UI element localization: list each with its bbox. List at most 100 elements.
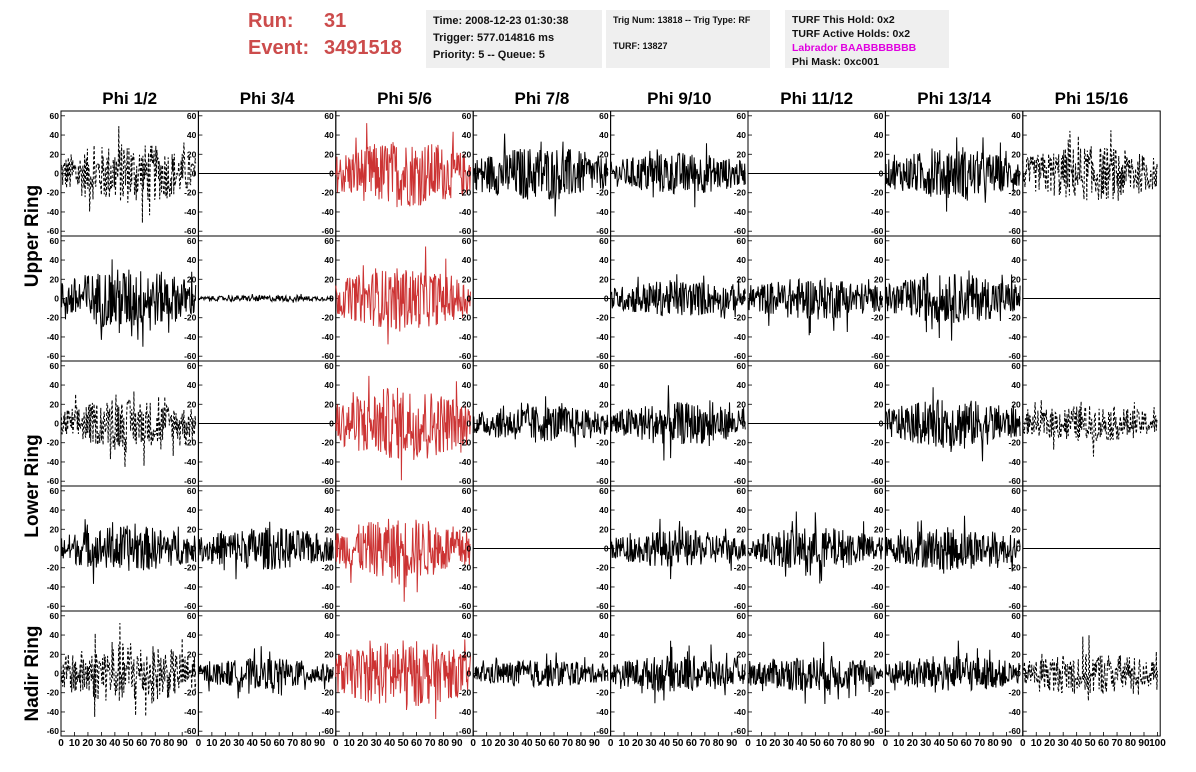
y-tick-label: -40: [871, 707, 884, 717]
y-tick-label: 40: [324, 630, 334, 640]
y-tick-label: 20: [1011, 399, 1021, 409]
x-tick-label: 40: [659, 738, 671, 749]
y-tick-label: 40: [50, 130, 60, 140]
y-tick-label: -60: [322, 476, 335, 486]
x-tick-label: 10: [206, 738, 218, 749]
y-tick-label: 40: [874, 255, 884, 265]
x-tick-label: 50: [398, 738, 410, 749]
y-tick-label: -20: [734, 563, 747, 573]
y-tick-label: -40: [322, 457, 335, 467]
y-tick-label: -40: [47, 707, 60, 717]
y-tick-label: 60: [324, 361, 334, 371]
y-tick-label: 0: [192, 169, 197, 179]
y-tick-label: -40: [184, 457, 197, 467]
x-tick-label: 0: [470, 738, 476, 749]
y-tick-label: 0: [879, 294, 884, 304]
y-tick-label: -60: [459, 476, 472, 486]
y-tick-label: 20: [462, 149, 472, 159]
waveform-trace-r5-c1: [60, 622, 197, 717]
y-tick-label: -40: [322, 332, 335, 342]
waveform-trace-r2-c6: [747, 277, 884, 336]
y-tick-label: 0: [741, 669, 746, 679]
y-tick-label: -40: [596, 582, 609, 592]
y-tick-label: 0: [329, 169, 334, 179]
y-tick-label: 20: [737, 524, 747, 534]
y-tick-label: 60: [874, 611, 884, 621]
y-tick-label: 40: [324, 505, 334, 515]
y-tick-label: -20: [184, 688, 197, 698]
y-tick-label: -40: [459, 707, 472, 717]
x-tick-label: 10: [69, 738, 81, 749]
waveform-trace-r5-c2: [197, 646, 334, 699]
y-tick-label: -60: [322, 226, 335, 236]
y-tick-label: -60: [871, 601, 884, 611]
x-tick-label: 0: [58, 738, 64, 749]
x-tick-label: 20: [220, 738, 232, 749]
y-tick-label: -60: [734, 726, 747, 736]
y-tick-label: 60: [1011, 486, 1021, 496]
y-tick-label: -60: [47, 726, 60, 736]
waveform-trace-r3-c3: [335, 375, 471, 481]
trigger-info-box: Trig Num: 13818 -- Trig Type: RF TURF: 1…: [606, 10, 770, 68]
y-tick-label: 20: [50, 399, 60, 409]
y-tick-label: -40: [459, 582, 472, 592]
y-tick-label: 0: [192, 544, 197, 554]
y-tick-label: 20: [187, 524, 197, 534]
y-tick-label: -40: [734, 207, 747, 217]
x-tick-label: 90: [726, 738, 738, 749]
y-tick-label: 20: [462, 274, 472, 284]
y-tick-label: 60: [50, 611, 60, 621]
y-tick-label: 0: [329, 294, 334, 304]
x-tick-label: 40: [109, 738, 121, 749]
x-tick-label: 50: [810, 738, 822, 749]
y-tick-label: 20: [187, 274, 197, 284]
x-tick-label: 60: [686, 738, 698, 749]
y-tick-label: 60: [737, 361, 747, 371]
x-tick-label: 70: [837, 738, 849, 749]
x-tick-label: 20: [632, 738, 644, 749]
y-tick-label: -60: [184, 601, 197, 611]
x-tick-label: 60: [136, 738, 148, 749]
phi-mask-text: Phi Mask: 0xc001: [792, 56, 879, 68]
y-tick-label: -40: [184, 332, 197, 342]
y-tick-label: -40: [1009, 707, 1022, 717]
y-tick-label: 40: [599, 380, 609, 390]
time-info-box: Time: 2008-12-23 01:30:38 Trigger: 577.0…: [426, 10, 602, 68]
x-tick-label: 50: [260, 738, 272, 749]
y-tick-label: 60: [324, 236, 334, 246]
y-tick-label: 0: [466, 544, 471, 554]
waveform-trace-r3-c7: [885, 387, 1021, 462]
y-tick-label: 20: [1011, 274, 1021, 284]
y-tick-label: -20: [459, 563, 472, 573]
y-tick-label: -60: [734, 351, 747, 361]
y-tick-label: 20: [874, 274, 884, 284]
y-tick-label: -20: [871, 688, 884, 698]
y-tick-label: -40: [734, 457, 747, 467]
y-tick-label: 40: [874, 630, 884, 640]
y-tick-label: 60: [737, 111, 747, 121]
y-tick-label: 40: [324, 255, 334, 265]
x-tick-label: 50: [672, 738, 684, 749]
y-tick-label: 60: [462, 236, 472, 246]
panel-frame: [1022, 610, 1161, 737]
y-tick-label: 0: [1016, 169, 1021, 179]
y-tick-label: -20: [184, 438, 197, 448]
y-tick-label: 60: [50, 236, 60, 246]
x-tick-label: 30: [508, 738, 520, 749]
waveform-trace-r4-c5: [610, 518, 746, 580]
waveform-trace-r3-c8: [1022, 399, 1158, 457]
y-tick-label: 40: [874, 380, 884, 390]
x-tick-label: 90: [451, 738, 463, 749]
y-tick-label: 0: [879, 544, 884, 554]
y-tick-label: 20: [599, 524, 609, 534]
y-tick-label: -20: [47, 438, 60, 448]
y-tick-label: -40: [1009, 207, 1022, 217]
y-tick-label: -60: [47, 226, 60, 236]
x-tick-label: 80: [301, 738, 313, 749]
y-tick-label: 40: [1011, 255, 1021, 265]
y-tick-label: -20: [459, 438, 472, 448]
y-tick-label: -20: [459, 188, 472, 198]
y-tick-label: -20: [184, 313, 197, 323]
phi-header-8: Phi 15/16: [1055, 89, 1129, 108]
y-tick-label: 0: [604, 419, 609, 429]
